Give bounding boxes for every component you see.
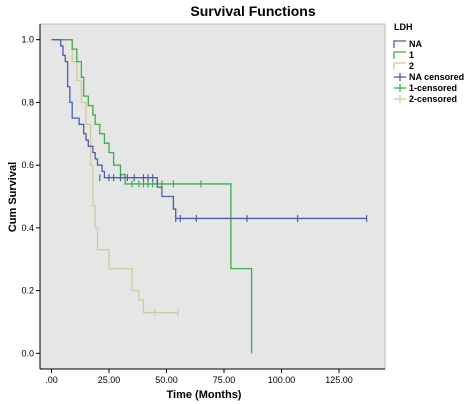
legend-label: NA censored: [409, 72, 464, 82]
plot-area: [39, 23, 386, 370]
series-layer: [51, 39, 368, 354]
x-tick-label: .00: [45, 375, 58, 385]
x-tick-label: 50.00: [155, 375, 178, 385]
series-line-1: [51, 39, 253, 354]
y-tick-label: 0.2: [21, 286, 34, 296]
x-tick-label: 100.00: [268, 375, 296, 385]
legend-swatch: [393, 62, 406, 70]
legend-swatch: [393, 51, 406, 59]
x-tick-label: 75.00: [213, 375, 236, 385]
x-tick-label: 25.00: [98, 375, 121, 385]
chart-title: Survival Functions: [190, 3, 315, 19]
legend-label: 2-censored: [409, 94, 457, 104]
y-tick-label: 1.0: [21, 35, 34, 45]
y-tick-label: 0.0: [21, 348, 34, 358]
y-axis-ticks: 0.0 0.2 0.4 0.6 0.8 1.0: [21, 35, 40, 358]
x-axis-label: Time (Months): [167, 389, 242, 401]
x-axis-ticks: .00 25.00 50.00 75.00 100.00 125.00: [45, 369, 353, 385]
y-tick-label: 0.6: [21, 160, 34, 170]
legend-label: 1: [409, 50, 414, 60]
legend-label: 2: [409, 61, 414, 71]
series-line-2: [51, 39, 178, 314]
y-axis-label: Cum Survival: [7, 162, 19, 232]
x-tick-label: 125.00: [325, 375, 353, 385]
y-tick-label: 0.8: [21, 97, 34, 107]
y-tick-label: 0.4: [21, 223, 34, 233]
series-line-na: [51, 39, 367, 220]
legend-label: NA: [409, 39, 422, 49]
legend-title: LDH: [394, 22, 413, 32]
legend-swatch: [393, 40, 406, 48]
legend-label: 1-censored: [409, 83, 457, 93]
